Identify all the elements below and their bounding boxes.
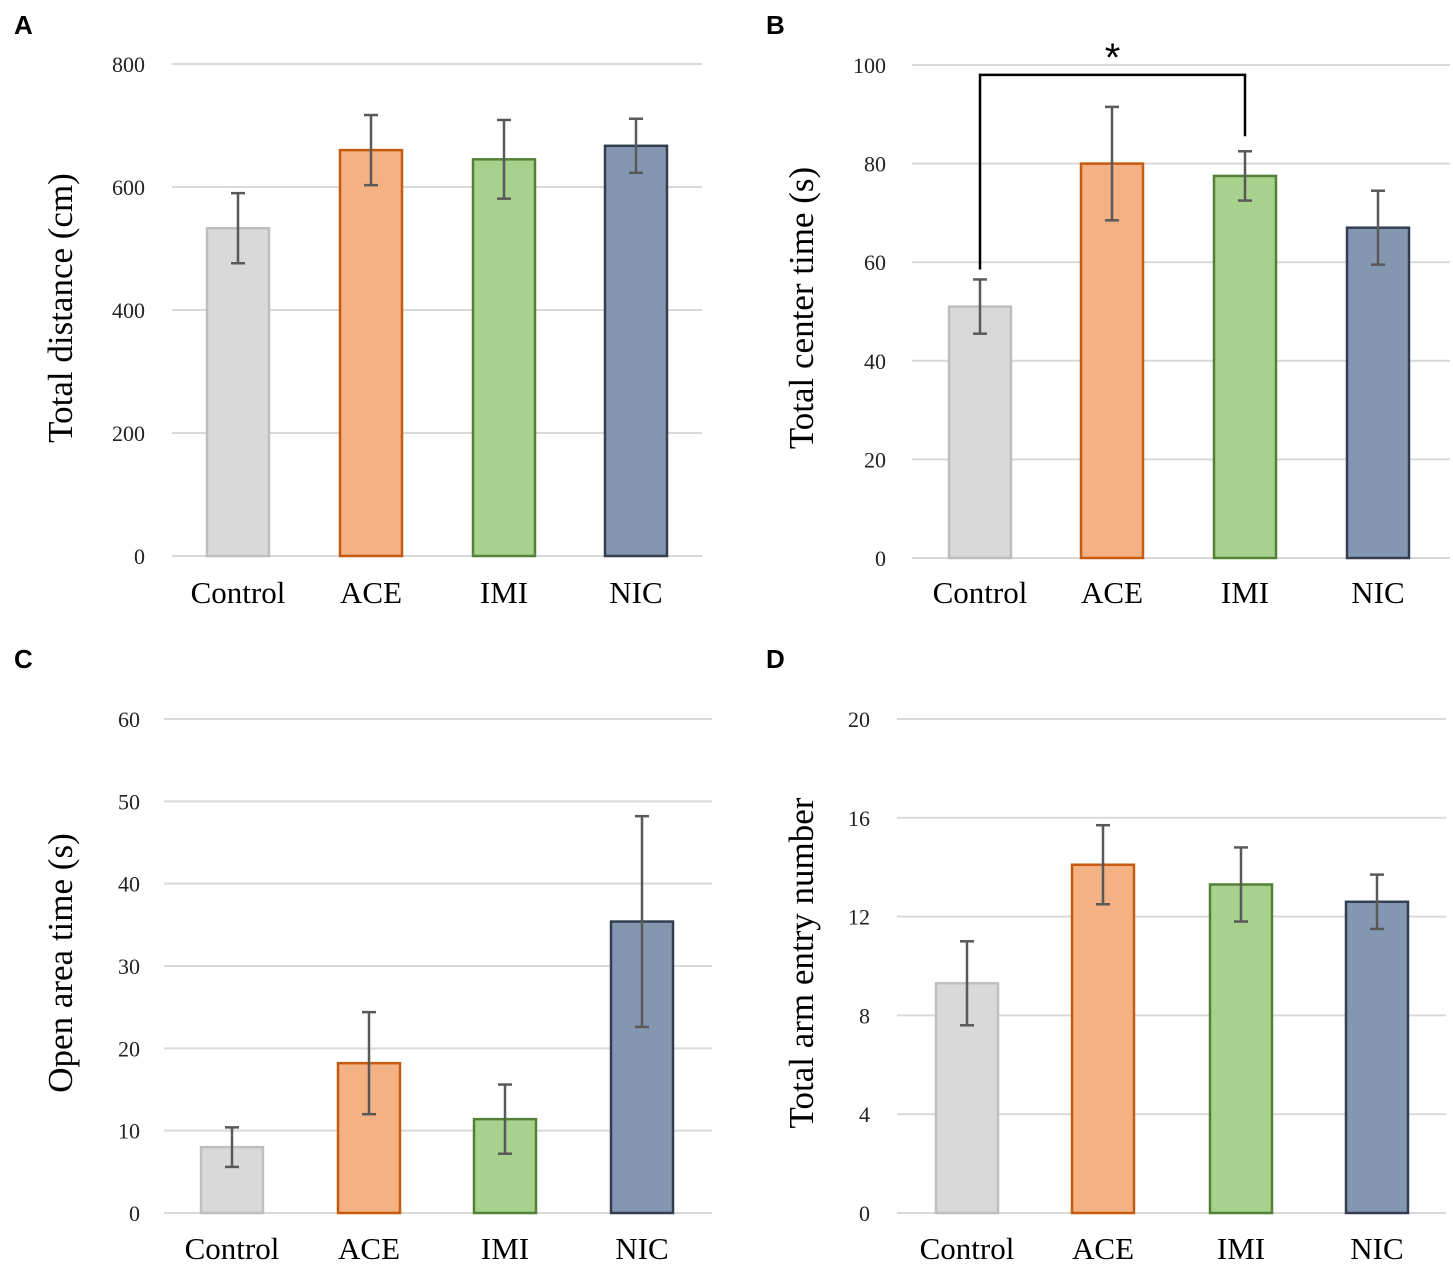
category-label: NIC: [615, 1231, 668, 1266]
category-label: ACE: [1081, 575, 1143, 610]
category-label: IMI: [1217, 1231, 1265, 1266]
y-tick-label: 100: [853, 53, 886, 78]
y-tick-label: 20: [864, 447, 886, 472]
bar-nic: [603, 144, 669, 558]
y-tick-label: 600: [112, 175, 145, 200]
y-tick-label: 16: [848, 806, 870, 831]
y-tick-label: 4: [859, 1102, 870, 1127]
category-label: ACE: [1072, 1231, 1134, 1266]
y-tick-label: 12: [848, 905, 870, 930]
y-tick-label: 20: [848, 707, 870, 732]
bar-control: [947, 305, 1013, 560]
category-label: ACE: [340, 575, 402, 610]
bar-nic: [1344, 900, 1410, 1215]
y-tick-label: 80: [864, 152, 886, 177]
category-label: NIC: [609, 575, 662, 610]
y-axis-label: Total center time (s): [782, 167, 821, 449]
panel-d: D 0 4 8 12 16 20 Total arm entry number Control…: [766, 644, 1446, 1266]
y-tick-label: 30: [118, 954, 140, 979]
significance-marker: *: [1105, 36, 1121, 80]
bar-ace: [338, 148, 404, 558]
y-tick-label: 800: [112, 52, 145, 77]
panel-b-label: B: [766, 10, 785, 40]
y-tick-label: 200: [112, 421, 145, 446]
bar-imi: [1212, 174, 1278, 560]
y-axis-label: Open area time (s): [41, 833, 80, 1092]
y-tick-label: 0: [859, 1201, 870, 1226]
y-tick-label: 40: [864, 349, 886, 374]
y-tick-label: 0: [134, 544, 145, 569]
category-label: ACE: [338, 1231, 400, 1266]
bar-control: [205, 226, 271, 558]
category-label: NIC: [1350, 1231, 1403, 1266]
bar-ace: [1079, 162, 1145, 560]
panel-b: B 0 20 40 60 80 100 Total center time (s) Contr…: [766, 10, 1450, 610]
y-tick-label: 60: [118, 707, 140, 732]
y-tick-label: 20: [118, 1036, 140, 1061]
panel-d-label: D: [766, 644, 785, 674]
y-tick-label: 0: [129, 1201, 140, 1226]
y-tick-label: 50: [118, 789, 140, 814]
bar-nic: [1345, 226, 1411, 560]
y-tick-label: 60: [864, 250, 886, 275]
panel-c: C 0 10 20 30 40 50 60 Open area time (s) Control…: [14, 644, 712, 1266]
y-tick-label: 10: [118, 1119, 140, 1144]
panel-c-label: C: [14, 644, 33, 674]
significance-bracket: [978, 73, 1247, 270]
category-label: Control: [191, 575, 286, 610]
category-label: IMI: [480, 575, 528, 610]
category-label: NIC: [1351, 575, 1404, 610]
y-tick-label: 8: [859, 1003, 870, 1028]
category-label: Control: [933, 575, 1028, 610]
y-axis-label: Total arm entry number: [782, 797, 821, 1128]
y-tick-label: 40: [118, 872, 140, 897]
bar-imi: [471, 158, 537, 558]
category-label: IMI: [1221, 575, 1269, 610]
category-label: Control: [920, 1231, 1015, 1266]
y-tick-label: 400: [112, 298, 145, 323]
category-label: Control: [185, 1231, 280, 1266]
panel-a-label: A: [14, 10, 33, 40]
y-axis-label: Total distance (cm): [41, 173, 80, 443]
y-tick-label: 0: [875, 546, 886, 571]
category-label: IMI: [481, 1231, 529, 1266]
panel-a: A 0 200 400 600 800 Total distance (cm) Contro…: [14, 10, 702, 610]
bar-imi: [1208, 883, 1274, 1215]
bar-ace: [1070, 863, 1136, 1215]
